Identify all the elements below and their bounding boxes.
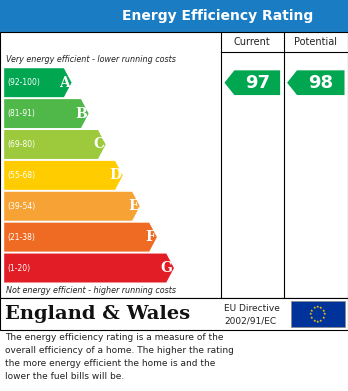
Text: E: E — [128, 199, 139, 213]
Text: ★: ★ — [313, 306, 316, 310]
Text: ★: ★ — [316, 320, 319, 324]
Text: G: G — [161, 261, 173, 275]
Bar — [0, 32, 348, 298]
Polygon shape — [4, 68, 72, 97]
Polygon shape — [4, 161, 123, 190]
Polygon shape — [4, 222, 157, 252]
Text: (69-80): (69-80) — [7, 140, 35, 149]
Text: ★: ★ — [322, 308, 325, 312]
Text: F: F — [145, 230, 156, 244]
Text: ★: ★ — [309, 312, 313, 316]
Text: (55-68): (55-68) — [7, 171, 35, 180]
Text: (81-91): (81-91) — [7, 109, 35, 118]
Text: 97: 97 — [245, 74, 270, 92]
Text: ★: ★ — [310, 316, 313, 320]
Text: (1-20): (1-20) — [7, 264, 30, 273]
Text: ★: ★ — [310, 308, 313, 312]
Text: The energy efficiency rating is a measure of the
overall efficiency of a home. T: The energy efficiency rating is a measur… — [5, 333, 234, 380]
Text: A: A — [60, 76, 70, 90]
Text: (21-38): (21-38) — [7, 233, 35, 242]
Polygon shape — [4, 99, 89, 128]
Text: ★: ★ — [322, 316, 325, 320]
Text: (92-100): (92-100) — [7, 78, 40, 87]
Polygon shape — [4, 253, 174, 282]
Text: England & Wales: England & Wales — [5, 305, 190, 323]
Text: (39-54): (39-54) — [7, 202, 35, 211]
Text: ★: ★ — [323, 312, 326, 316]
Text: C: C — [93, 138, 104, 151]
Text: Very energy efficient - lower running costs: Very energy efficient - lower running co… — [6, 55, 176, 65]
Polygon shape — [224, 70, 280, 95]
Bar — [291, 301, 345, 327]
Text: 98: 98 — [308, 74, 333, 92]
Text: Energy Efficiency Rating: Energy Efficiency Rating — [122, 9, 313, 23]
Text: D: D — [109, 169, 121, 182]
Text: Not energy efficient - higher running costs: Not energy efficient - higher running co… — [6, 286, 176, 296]
Text: ★: ★ — [316, 305, 319, 308]
Bar — [0, 0, 348, 32]
Text: ★: ★ — [319, 306, 323, 310]
Text: B: B — [76, 107, 87, 120]
Text: Potential: Potential — [294, 37, 337, 47]
Polygon shape — [4, 192, 140, 221]
Bar — [0, 298, 348, 330]
Text: ★: ★ — [319, 319, 323, 323]
Text: Current: Current — [234, 37, 271, 47]
Text: ★: ★ — [313, 319, 316, 323]
Polygon shape — [4, 130, 106, 159]
Polygon shape — [287, 70, 345, 95]
Text: EU Directive
2002/91/EC: EU Directive 2002/91/EC — [224, 304, 280, 325]
